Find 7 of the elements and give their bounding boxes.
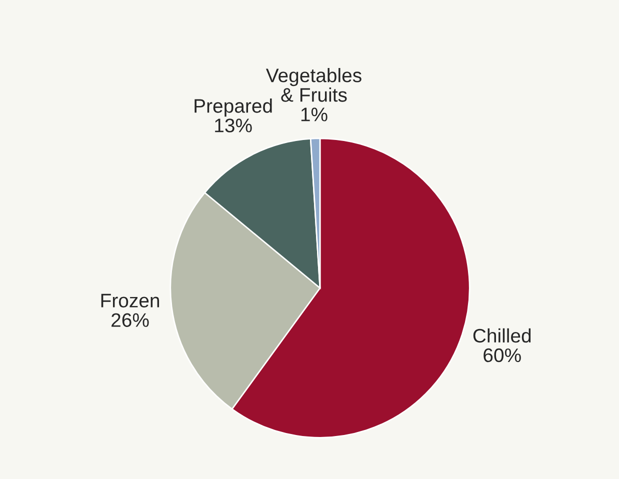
slice-label: Frozen [101, 294, 160, 308]
slice-label: Chilled [473, 328, 531, 343]
data-label: 26% [112, 313, 149, 327]
data-label: 1% [301, 108, 328, 122]
data-label: 60% [484, 348, 521, 362]
data-label: 13% [215, 118, 252, 132]
slice-label: Prepared [194, 98, 272, 117]
